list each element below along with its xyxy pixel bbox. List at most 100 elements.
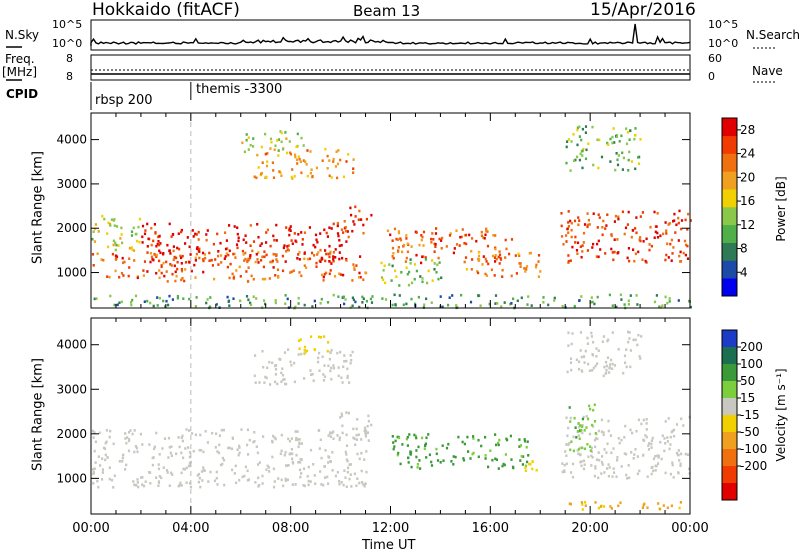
x-tick-label: 20:00 [571,521,608,536]
power-cell-region-9 [570,221,573,225]
power-cell-region-0 [289,271,292,274]
velocity-cell-region-7 [580,428,583,432]
power-cell-region-9 [560,224,563,228]
velocity-cell-region-0 [190,432,194,435]
velocity-cell-region-0 [211,431,214,435]
velocity-cell-region-6 [686,453,690,456]
velocity-cell-region-4 [454,455,457,459]
power-cell-region-2 [272,234,275,238]
power-cell-region-7 [495,257,498,261]
power-cell-region-9 [569,219,572,223]
power-cell-region-7 [528,252,531,255]
velocity-cell-region-4 [503,463,506,467]
velocity-cell-region-0 [222,428,225,432]
power-cell-region-4 [253,175,256,179]
power-cell-region-0 [265,253,268,257]
power-cell-region-10 [620,134,623,138]
velocity-cell-region-2 [340,376,343,380]
velocity-cell-region-0 [319,438,322,442]
power-cell-region-2 [330,262,333,265]
velocity-cell-region-4 [510,458,513,461]
velocity-cell-region-0 [347,466,350,470]
power-cell-region-2 [202,259,205,263]
velocity-cell-region-4 [436,459,440,462]
velocity-cell-region-4 [421,436,424,440]
power-cell-region-5 [260,145,263,149]
velocity-cell-region-0 [163,437,167,440]
power-cell-region-9 [683,239,687,243]
velocity-cell-region-0 [238,451,241,455]
power-cell-region-0 [184,268,187,271]
velocity-cell-region-7 [578,437,581,440]
velocity-cell-region-8 [611,362,614,366]
power-cell-region-11 [611,304,614,307]
velocity-cell-region-8 [636,343,639,347]
power-cell-region-11 [361,301,364,304]
velocity-cell-region-4 [495,458,498,461]
power-cell-region-2 [308,226,311,229]
power-cell-region-0 [183,279,186,283]
velocity-cell-region-0 [101,457,104,460]
velocity-cell-region-6 [571,475,575,479]
power-cell-region-9 [656,212,659,215]
power-cell-region-6 [422,244,425,247]
power-cell-region-5 [296,132,299,136]
power-cell-region-9 [667,223,670,226]
power-cell-region-2 [150,243,153,247]
power-cell-region-11 [591,300,594,304]
power-cell-region-8 [431,259,434,262]
power-cell-region-11 [245,295,249,298]
power-cell-region-6 [510,238,514,241]
velocity-cell-region-8 [608,366,611,369]
velocity-cell-region-1 [367,439,370,442]
power-cell-region-7 [485,260,488,263]
power-cell-region-0 [313,254,316,257]
power-cell-region-11 [311,305,314,308]
power-cell-region-6 [431,232,434,235]
velocity-cell-region-4 [427,433,430,436]
velocity-cell-region-6 [617,437,620,440]
power-cell-region-4 [332,157,335,161]
power-cell-region-6 [399,237,402,240]
power-cell-region-2 [172,258,175,261]
power-cell-region-9 [673,212,676,216]
power-cell-region-6 [471,258,474,261]
power-cell-region-9 [665,229,668,232]
power-cell-region-9 [665,232,668,235]
velocity-cell-region-0 [92,482,95,485]
power-cell-region-0 [190,269,193,273]
power-cell-region-11 [249,303,253,307]
velocity-cell-region-6 [679,462,682,466]
power-cell-region-9 [659,234,662,238]
velocity-cell-region-6 [668,447,671,451]
power-cell-region-7 [519,265,522,268]
power-cell-region-11 [354,300,357,304]
power-cell-region-9 [621,210,624,214]
power-cell-region-5 [285,137,288,140]
velocity-cell-region-4 [416,463,419,466]
power-cell-region-2 [175,256,178,260]
velocity-cell-region-0 [162,466,165,469]
velocity-cell-region-0 [336,471,339,474]
velocity-cell-region-0 [93,467,96,470]
power-cell-region-8 [419,275,422,278]
velocity-cell-region-0 [196,474,199,477]
power-cell-region-7 [476,270,479,273]
power-cell-region-4 [300,171,303,175]
power-cell-region-11 [274,301,277,305]
power-cell-region-2 [340,244,343,247]
velocity-cell-region-6 [631,431,634,435]
velocity-cell-region-9 [610,507,613,510]
velocity-cell-region-6 [576,449,579,452]
power-cell-region-7 [493,256,497,259]
velocity-cell-region-0 [338,436,341,439]
power-cell-region-0 [163,274,166,278]
velocity-cell-region-0 [92,472,95,476]
power-cell-region-9 [664,258,667,262]
velocity-cell-region-0 [155,476,158,479]
power-cell-region-9 [664,221,667,224]
nsky-trace [90,23,691,46]
velocity-cell-region-0 [345,433,348,437]
velocity-cell-region-0 [246,469,249,473]
velocity-cell-region-0 [167,436,171,440]
